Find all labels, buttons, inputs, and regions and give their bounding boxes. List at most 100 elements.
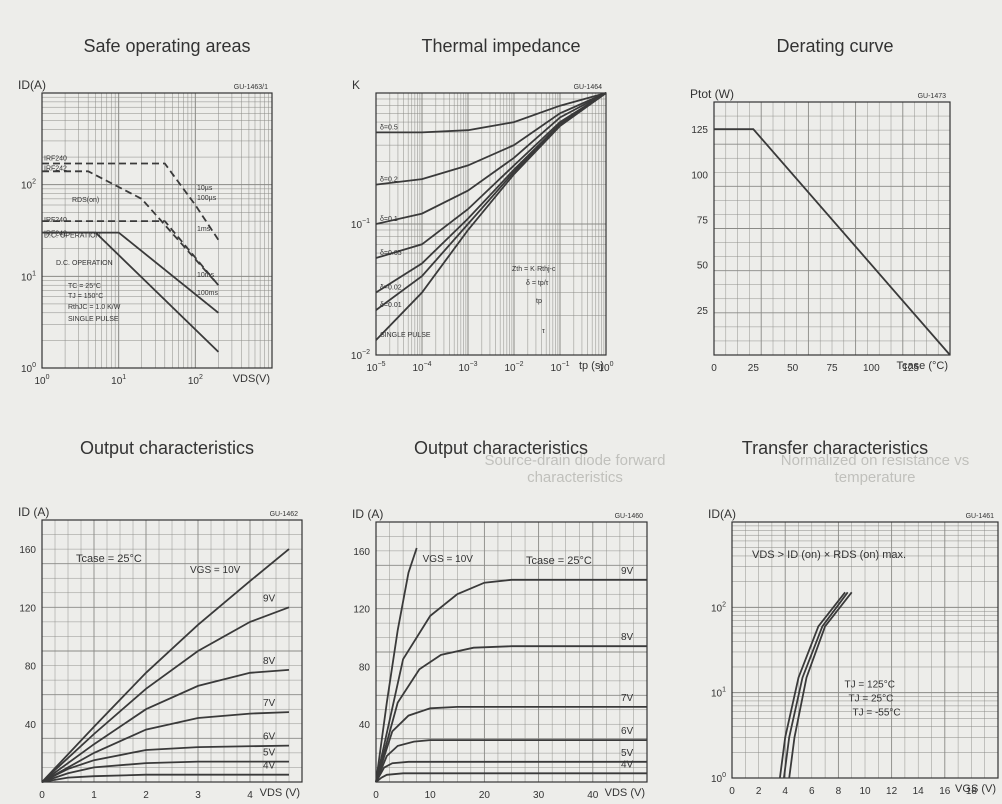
x-tick-label: 10−2 <box>504 361 523 374</box>
x-tick-label: 0 <box>729 786 735 797</box>
annotation: Zth = K·Rthj-c <box>512 266 556 273</box>
series-label: δ=0.05 <box>380 250 402 257</box>
series-line <box>41 669 290 783</box>
annotation: RDS(on) <box>72 197 99 204</box>
series-line <box>41 760 289 783</box>
annotation: RthJC = 1.0 K/W <box>68 304 121 311</box>
series-label: 5V <box>621 748 634 759</box>
x-tick-label: 10 <box>425 790 437 801</box>
series-line <box>42 231 219 314</box>
ghost-title-diode: Source-drain diode forward characteristi… <box>484 452 666 486</box>
x-tick-label: 125 <box>902 363 919 374</box>
y-axis-label: K <box>352 78 360 92</box>
plot-frame <box>731 521 999 779</box>
y-axis-label: ID(A) <box>708 507 736 521</box>
x-tick-label: 3 <box>195 790 201 801</box>
series-line <box>375 547 418 783</box>
x-tick-label: 100 <box>598 361 613 374</box>
y-tick-label: 102 <box>711 601 726 614</box>
figure-code: GU-1464 <box>574 84 603 91</box>
x-axis-label: VDS (V) <box>260 787 300 799</box>
figure-code: GU-1473 <box>918 93 947 100</box>
series-line <box>42 220 220 286</box>
grid <box>41 93 272 369</box>
series-line <box>375 760 647 783</box>
y-tick-label: 160 <box>353 547 370 558</box>
y-tick-label: 100 <box>691 170 708 181</box>
x-tick-label: 16 <box>939 786 951 797</box>
annotation: SINGLE PULSE <box>68 316 119 323</box>
chart-svg: GU-1464 Ktp (s) 10−5 10−4 10−3 10−2 10−1 100 10−… <box>351 78 614 374</box>
y-tick-label: 101 <box>21 270 36 283</box>
x-tick-label: 100 <box>863 363 880 374</box>
chart-panel-1: Safe operating areas GU-1463/1 ID(A) VDS(V)… <box>0 0 334 402</box>
y-tick-label: 160 <box>19 545 36 556</box>
x-axis-label: VDS(V) <box>233 373 270 385</box>
plot-frame <box>41 92 273 369</box>
annotations: Tcase = 25°C <box>76 553 142 565</box>
chart-panel-4: Output characteristics GU-1462 ID (A) VDS (… <box>0 402 334 804</box>
series-line <box>375 645 647 783</box>
annotation: Tcase = 25°C <box>76 553 142 565</box>
annotations: Zth = K·Rthj-c δ = tp/τ tp τ <box>512 266 556 335</box>
annotation: 100ms <box>197 290 219 297</box>
y-tick-label: 25 <box>697 306 709 317</box>
chart-panel-3: Derating curve GU-1473 Ptot (W) Tcase (°C) 0… <box>668 0 1002 402</box>
series-line <box>41 711 290 783</box>
series-line <box>783 591 849 779</box>
plot-frame <box>41 519 303 783</box>
series-label: δ=0.5 <box>380 124 398 131</box>
x-axis-label: Tcase (°C) <box>897 360 948 372</box>
series-line <box>375 578 647 783</box>
x-tick-label: 4 <box>782 786 788 797</box>
x-tick-label: 8 <box>836 786 842 797</box>
series-line <box>41 744 290 783</box>
x-tick-label: 20 <box>479 790 491 801</box>
series-line <box>41 606 290 783</box>
y-tick-label: 100 <box>21 362 36 375</box>
series-line <box>375 92 607 294</box>
annotation: Tcase = 25°C <box>526 555 592 567</box>
annotation: δ = tp/τ <box>526 280 549 287</box>
x-tick-label: 14 <box>913 786 925 797</box>
series-line <box>376 92 607 134</box>
series-label: 9V <box>263 593 276 604</box>
series-label: 8V <box>621 632 634 643</box>
series-label: IRF242 <box>44 231 67 238</box>
series-line <box>375 705 647 783</box>
x-tick-label: 10−3 <box>458 361 477 374</box>
series-line <box>42 162 220 241</box>
y-tick-label: 10−2 <box>351 349 370 362</box>
series-label: 9V <box>621 566 634 577</box>
y-axis-label: Ptot (W) <box>690 87 734 101</box>
chart-title: Output characteristics <box>79 438 255 458</box>
series-line <box>375 92 607 259</box>
x-tick-label: 1 <box>91 790 97 801</box>
series-label: VGS = 10V <box>190 565 241 576</box>
ghost-title-normalized: Normalized on resistance vs temperature <box>780 452 970 486</box>
grid <box>713 101 951 356</box>
x-tick-label: 0 <box>711 363 717 374</box>
chart-title: Output characteristics <box>413 438 589 458</box>
y-tick-label: 120 <box>19 603 36 614</box>
x-tick-label: 12 <box>886 786 898 797</box>
y-tick-label: 125 <box>691 125 708 136</box>
series-line <box>42 170 220 286</box>
series-label: TJ = -55°C <box>852 708 900 719</box>
x-tick-label: 50 <box>787 363 799 374</box>
x-tick-label: 75 <box>826 363 838 374</box>
series-label: IRF242 <box>44 165 67 172</box>
y-tick-label: 50 <box>697 261 709 272</box>
x-axis-label: tp (s) <box>579 360 604 372</box>
annotations: 10µs 100µs 1ms 10ms 100ms D.C. OPERATION TC = … <box>56 185 219 323</box>
y-axis-label: ID (A) <box>18 505 49 519</box>
y-tick-label: 102 <box>21 179 36 192</box>
series-label: δ=0.02 <box>380 284 402 291</box>
series-label: δ=0.1 <box>380 216 398 223</box>
series-label: TJ = 125°C <box>845 680 895 691</box>
y-tick-label: 40 <box>359 720 371 731</box>
grid <box>731 522 999 779</box>
x-tick-label: 4 <box>247 790 253 801</box>
chart-title: Thermal impedance <box>421 36 581 56</box>
